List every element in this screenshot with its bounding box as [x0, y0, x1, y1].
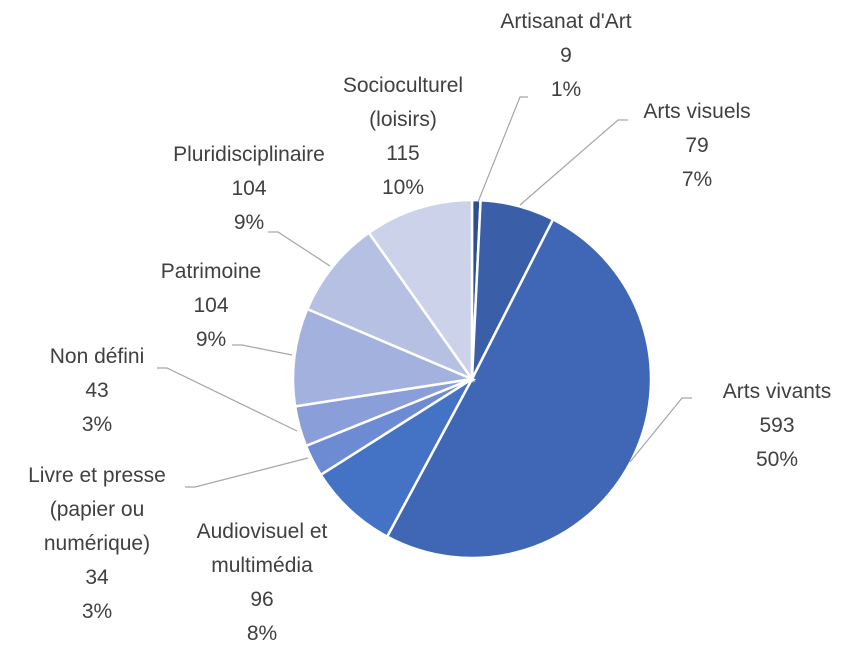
data-label: Socioculturel (loisirs) 115 10% [323, 69, 483, 205]
value-label: 593 [759, 414, 795, 437]
leader-line [268, 231, 331, 267]
leader-line [157, 367, 298, 432]
percent-label: 10% [381, 176, 425, 199]
data-label: Livre et presse (papier ou numérique) 34 3… [10, 459, 185, 629]
pie-slice [291, 307, 477, 408]
percent-label: 7% [681, 168, 713, 191]
leader-line [232, 344, 293, 356]
percent-label: 3% [81, 413, 113, 436]
pie-slice [367, 198, 474, 383]
percent-label: 50% [755, 448, 799, 471]
category-name: Patrimoine [160, 260, 262, 283]
leader-line [185, 457, 309, 488]
data-label: Audiovisuel et multimédia 96 8% [172, 515, 352, 651]
value-label: 96 [250, 588, 274, 611]
percent-label: 3% [81, 600, 113, 623]
percent-label: 8% [246, 622, 278, 645]
category-name: Livre et presse (papier ou numérique) [28, 464, 166, 555]
value-label: 115 [386, 142, 420, 165]
data-label: Patrimoine 104 9% [111, 255, 311, 357]
pie-slice [305, 230, 476, 382]
pie-slice [319, 375, 476, 539]
value-label: 9 [560, 44, 572, 67]
value-label: 34 [85, 566, 109, 589]
value-label: 104 [231, 177, 267, 200]
leader-line [519, 119, 628, 206]
data-label: Non défini 43 3% [0, 340, 197, 442]
data-label: Pluridisciplinaire 104 9% [129, 138, 369, 240]
category-name: Artisanat d'Art [500, 10, 632, 33]
data-label: Arts vivants 593 50% [677, 375, 865, 477]
data-label: Artisanat d'Art 9 1% [446, 5, 686, 107]
value-label: 43 [85, 379, 109, 402]
category-name: Arts vivants [722, 380, 832, 403]
value-label: 104 [193, 294, 229, 317]
data-label: Arts visuels 79 7% [597, 95, 797, 197]
percent-label: 9% [195, 328, 227, 351]
leader-line [629, 397, 692, 463]
leader-line [477, 96, 528, 203]
category-name: Pluridisciplinaire [173, 143, 325, 166]
category-name: Socioculturel (loisirs) [342, 74, 464, 131]
value-label: 79 [685, 134, 709, 157]
category-name: Audiovisuel et multimédia [196, 520, 328, 577]
percent-label: 9% [233, 211, 265, 234]
category-name: Non défini [49, 345, 145, 368]
category-name: Arts visuels [643, 100, 751, 123]
percent-label: 1% [550, 78, 582, 101]
